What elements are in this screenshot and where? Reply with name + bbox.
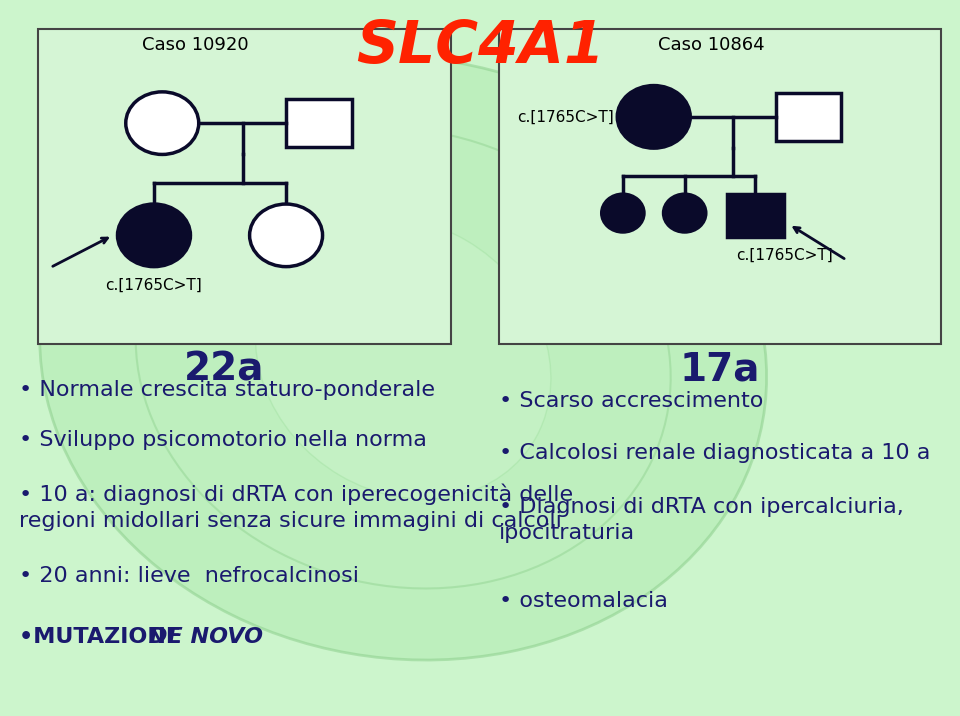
Ellipse shape (126, 92, 199, 155)
Text: ipocitraturia: ipocitraturia (499, 523, 636, 543)
Ellipse shape (617, 85, 690, 148)
Bar (776, 92, 841, 141)
Text: • osteomalacia: • osteomalacia (499, 591, 668, 611)
Bar (286, 99, 351, 147)
Ellipse shape (117, 204, 190, 266)
Text: 22a: 22a (184, 351, 264, 389)
Ellipse shape (663, 194, 706, 232)
Ellipse shape (39, 56, 767, 660)
Ellipse shape (250, 204, 323, 266)
Text: c.[1765C>T]: c.[1765C>T] (106, 277, 203, 292)
Text: DE NOVO: DE NOVO (149, 627, 263, 647)
Text: SLC4A1: SLC4A1 (356, 18, 604, 75)
Ellipse shape (602, 194, 644, 232)
Bar (499, 29, 941, 344)
Text: • 20 anni: lieve  nefrocalcinosi: • 20 anni: lieve nefrocalcinosi (19, 566, 359, 586)
Text: •MUTAZIONE: •MUTAZIONE (19, 627, 189, 647)
Bar (727, 194, 784, 237)
Text: • 10 a: diagnosi di dRTA con iperecogenicità delle: • 10 a: diagnosi di dRTA con iperecogeni… (19, 483, 573, 505)
Text: regioni midollari senza sicure immagini di calcoli: regioni midollari senza sicure immagini … (19, 511, 562, 531)
Text: • Sviluppo psicomotorio nella norma: • Sviluppo psicomotorio nella norma (19, 430, 427, 450)
Text: • Calcolosi renale diagnosticata a 10 a: • Calcolosi renale diagnosticata a 10 a (499, 442, 930, 463)
Text: 17a: 17a (680, 351, 760, 389)
Ellipse shape (255, 217, 551, 499)
Text: c.[1765C>T]: c.[1765C>T] (735, 248, 832, 263)
Ellipse shape (135, 127, 671, 589)
Text: Caso 10864: Caso 10864 (658, 36, 764, 54)
Text: • Normale crescita staturo-ponderale: • Normale crescita staturo-ponderale (19, 380, 435, 400)
Text: • Diagnosi di dRTA con ipercalciuria,: • Diagnosi di dRTA con ipercalciuria, (499, 497, 904, 517)
Text: • Scarso accrescimento: • Scarso accrescimento (499, 391, 763, 411)
Text: Caso 10920: Caso 10920 (142, 36, 249, 54)
Bar (38, 29, 451, 344)
Text: c.[1765C>T]: c.[1765C>T] (516, 110, 613, 125)
